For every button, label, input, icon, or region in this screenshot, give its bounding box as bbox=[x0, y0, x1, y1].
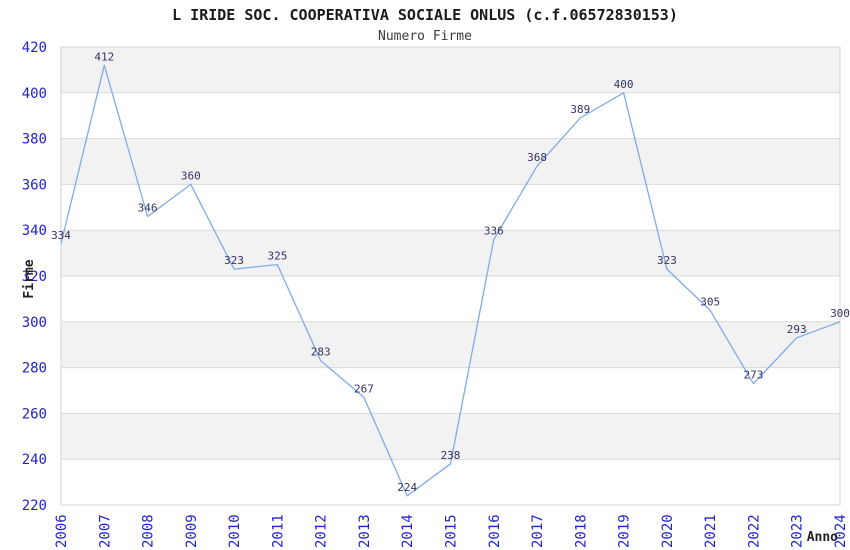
x-tick-label: 2023 bbox=[790, 514, 806, 548]
x-tick-label: 2016 bbox=[487, 514, 503, 548]
x-tick-label: 2011 bbox=[270, 514, 286, 548]
chart-subtitle: Numero Firme bbox=[378, 29, 472, 44]
x-axis-label: Anno bbox=[807, 530, 838, 545]
plot-band bbox=[61, 413, 840, 460]
plot-band bbox=[61, 230, 840, 276]
x-tick-label: 2009 bbox=[184, 514, 200, 548]
y-axis-label: Firme bbox=[22, 259, 37, 298]
x-tick-label: 2007 bbox=[97, 514, 113, 548]
data-label: 323 bbox=[224, 254, 244, 267]
data-label: 293 bbox=[787, 323, 807, 336]
plot-band bbox=[61, 184, 840, 231]
plot-border bbox=[60, 46, 841, 506]
x-tick-label: 2020 bbox=[660, 514, 676, 548]
data-label: 412 bbox=[94, 50, 114, 63]
y-tick-label: 360 bbox=[22, 177, 47, 193]
y-tick-label: 260 bbox=[22, 406, 47, 422]
x-tick-label: 2008 bbox=[141, 514, 157, 548]
x-tick-label: 2024 bbox=[833, 514, 849, 548]
plot-band bbox=[61, 459, 840, 505]
x-tick-label: 2014 bbox=[400, 514, 416, 548]
data-label: 389 bbox=[570, 103, 590, 116]
data-label: 300 bbox=[830, 307, 850, 320]
y-tick-label: 320 bbox=[22, 269, 47, 285]
data-label: 273 bbox=[743, 369, 763, 382]
y-tick-label: 400 bbox=[22, 86, 47, 102]
data-label: 368 bbox=[527, 151, 547, 164]
plot-band bbox=[61, 47, 840, 93]
chart-title: L IRIDE SOC. COOPERATIVA SOCIALE ONLUS (… bbox=[172, 6, 678, 24]
y-tick-label: 240 bbox=[22, 452, 47, 468]
y-tick-label: 380 bbox=[22, 132, 47, 148]
x-tick-label: 2012 bbox=[314, 514, 330, 548]
plot-band bbox=[61, 321, 840, 368]
data-label: 336 bbox=[484, 224, 504, 237]
x-tick-label: 2006 bbox=[54, 514, 70, 548]
plot-band bbox=[61, 138, 840, 185]
y-tick-label: 420 bbox=[22, 40, 47, 56]
x-tick-label: 2017 bbox=[530, 514, 546, 548]
y-tick-label: 300 bbox=[22, 315, 47, 331]
plot-band bbox=[61, 92, 840, 139]
data-label: 360 bbox=[181, 169, 201, 182]
x-tick-label: 2019 bbox=[617, 514, 633, 548]
x-tick-label: 2013 bbox=[357, 514, 373, 548]
x-tick-label: 2022 bbox=[746, 514, 762, 548]
y-tick-label: 340 bbox=[22, 223, 47, 239]
data-label: 323 bbox=[657, 254, 677, 267]
data-label: 325 bbox=[267, 250, 287, 263]
data-label: 224 bbox=[397, 481, 417, 494]
data-line bbox=[60, 64, 841, 497]
plot-band bbox=[61, 367, 840, 414]
x-tick-label: 2010 bbox=[227, 514, 243, 548]
x-tick-label: 2015 bbox=[444, 514, 460, 548]
y-tick-label: 280 bbox=[22, 361, 47, 377]
data-label: 283 bbox=[311, 346, 331, 359]
plot-band bbox=[61, 276, 840, 322]
data-label: 346 bbox=[138, 202, 158, 215]
data-label: 305 bbox=[700, 295, 720, 308]
data-label: 267 bbox=[354, 382, 374, 395]
data-label: 400 bbox=[614, 78, 634, 91]
data-label: 334 bbox=[51, 229, 71, 242]
data-label: 238 bbox=[441, 449, 461, 462]
x-tick-label: 2018 bbox=[573, 514, 589, 548]
x-tick-label: 2021 bbox=[703, 514, 719, 548]
y-tick-label: 220 bbox=[22, 498, 47, 514]
